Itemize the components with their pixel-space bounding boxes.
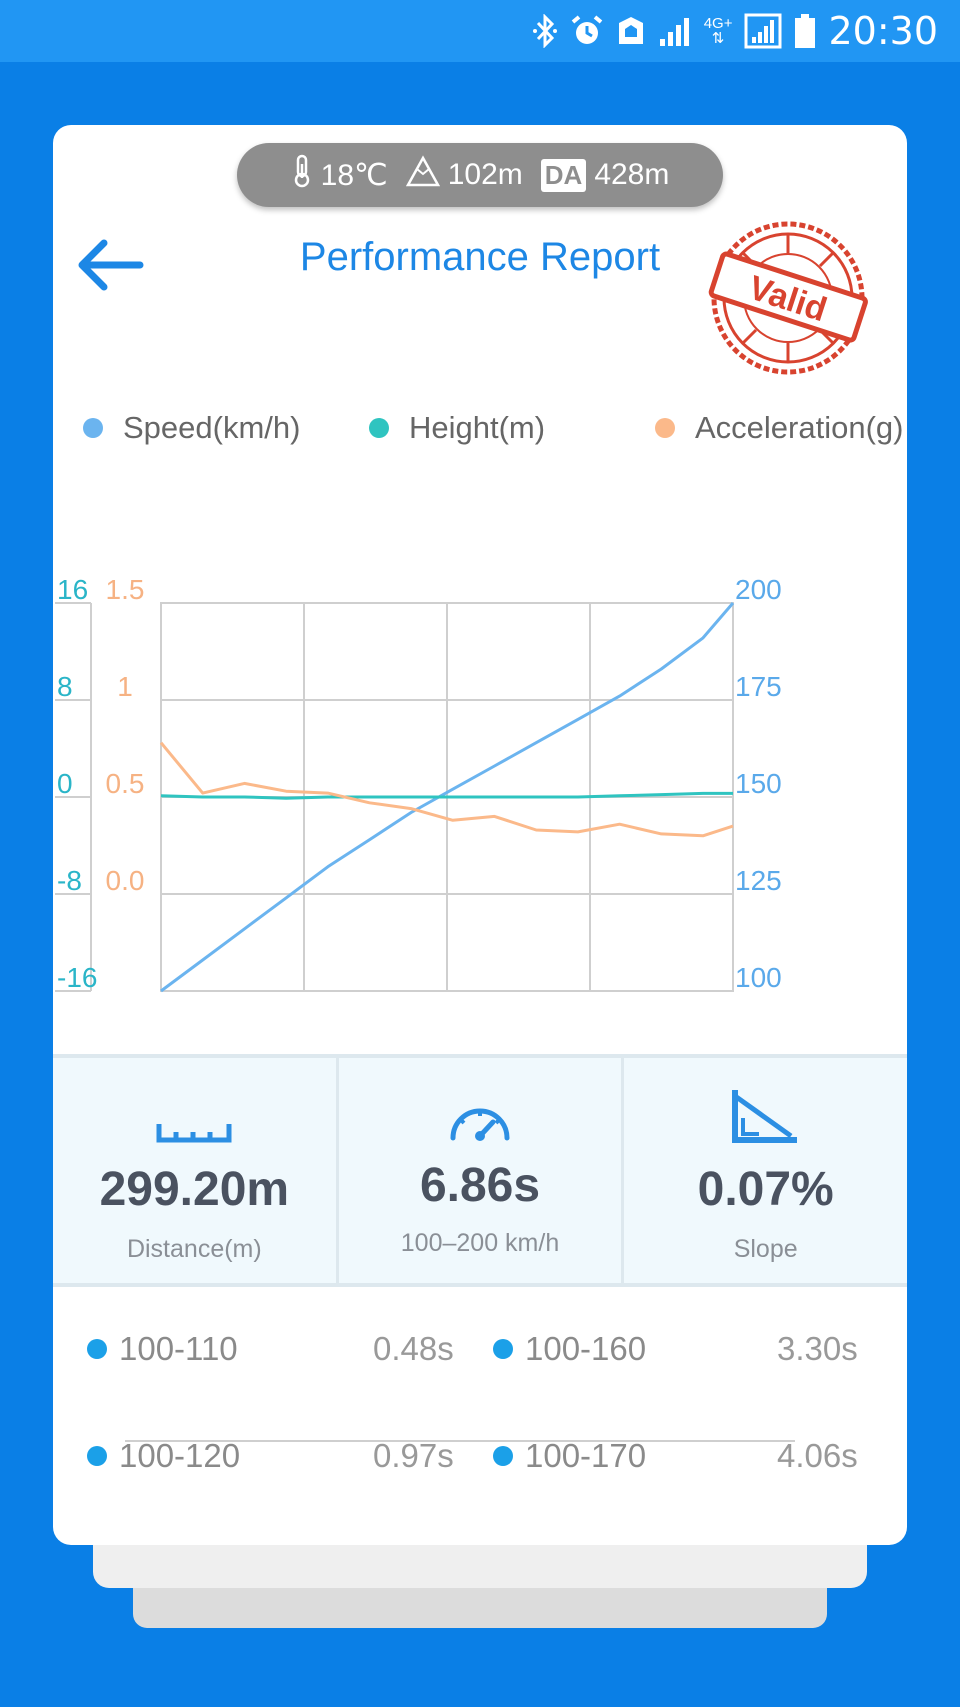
split-item-100-170: 100-170 bbox=[493, 1437, 646, 1475]
speedometer-icon bbox=[450, 1108, 510, 1141]
split-divider bbox=[125, 1440, 795, 1442]
density-altitude-badge: DA bbox=[540, 158, 587, 192]
back-arrow-icon bbox=[78, 239, 144, 291]
split-item-100-110: 100-110 bbox=[87, 1330, 238, 1368]
speed-tick-label: 150 bbox=[735, 768, 782, 799]
thermometer-icon bbox=[291, 154, 313, 196]
series-line-acceleration bbox=[159, 741, 734, 838]
network-type-icon: 4G+ ⇅ bbox=[703, 15, 733, 47]
environment-pill: 18℃ 102m DA 428m bbox=[237, 143, 723, 207]
split-range: 100-170 bbox=[525, 1437, 647, 1474]
legend-height-label: Height(m) bbox=[409, 410, 546, 445]
cell-signal-boxed-icon bbox=[744, 13, 782, 49]
stat-distance: 299.20m Distance(m) bbox=[53, 1058, 336, 1283]
split-item-100-160: 100-160 bbox=[493, 1330, 646, 1368]
acceleration-tick-label: 0.5 bbox=[106, 768, 145, 799]
series-line-height bbox=[160, 791, 733, 800]
split-range: 100-120 bbox=[119, 1437, 241, 1474]
altitude-value: 102m bbox=[447, 158, 523, 191]
split-dot bbox=[87, 1339, 107, 1359]
legend-acceleration: Acceleration(g) bbox=[655, 410, 903, 446]
notification-icon bbox=[616, 15, 646, 47]
split-range: 100-110 bbox=[119, 1330, 238, 1367]
legend-acceleration-label: Acceleration(g) bbox=[695, 410, 904, 445]
height-tick-label: -16 bbox=[57, 962, 97, 993]
speed-tick-label: 125 bbox=[735, 865, 782, 896]
mountain-icon bbox=[405, 155, 440, 195]
legend-speed-label: Speed(km/h) bbox=[123, 410, 301, 445]
cell-signal-icon bbox=[658, 15, 692, 47]
legend-speed-dot bbox=[83, 418, 103, 438]
split-row: 100-120 0.97s 100-170 4.06s bbox=[53, 1427, 907, 1487]
stat-time: 6.86s 100–200 km/h bbox=[335, 1058, 622, 1283]
temperature-item: 18℃ bbox=[291, 154, 388, 196]
back-button[interactable] bbox=[71, 230, 151, 300]
performance-chart: 16 8 0 -8 -16 1.5 1 0.5 0.0 200 175 150 125 100 bbox=[55, 574, 782, 993]
split-time: 3.30s bbox=[777, 1330, 858, 1367]
height-tick-label: 16 bbox=[57, 574, 88, 605]
legend-speed: Speed(km/h) bbox=[83, 410, 369, 446]
split-row: 100-110 0.48s 100-160 3.30s bbox=[53, 1320, 907, 1380]
slope-label: Slope bbox=[733, 1235, 798, 1263]
chart-legend: Speed(km/h) Height(m) Acceleration(g) bbox=[83, 410, 903, 446]
split-range: 100-160 bbox=[525, 1330, 647, 1367]
split-time: 0.97s bbox=[373, 1437, 454, 1474]
ruler-icon bbox=[156, 1124, 232, 1143]
density-altitude-item: DA 428m bbox=[540, 158, 670, 192]
bluetooth-icon bbox=[532, 14, 558, 48]
acceleration-tick-label: 1.5 bbox=[106, 574, 145, 605]
acceleration-tick-label: 0.0 bbox=[106, 865, 145, 896]
height-tick-label: -8 bbox=[57, 865, 82, 896]
split-dot bbox=[493, 1446, 513, 1466]
speed-range-label: 100–200 km/h bbox=[400, 1229, 560, 1257]
page-title: Performance Report bbox=[299, 235, 661, 279]
temperature-value: 18℃ bbox=[320, 158, 388, 192]
battery-icon bbox=[794, 13, 816, 49]
height-tick-label: 8 bbox=[57, 671, 73, 702]
speed-tick-label: 200 bbox=[735, 574, 782, 605]
distance-label: Distance(m) bbox=[126, 1235, 262, 1263]
split-dot bbox=[87, 1446, 107, 1466]
stat-slope: 0.07% Slope bbox=[621, 1058, 907, 1283]
slope-value: 0.07% bbox=[697, 1163, 834, 1216]
legend-height: Height(m) bbox=[369, 410, 655, 446]
speed-tick-label: 175 bbox=[735, 671, 782, 702]
density-altitude-value: 428m bbox=[594, 158, 670, 191]
legend-height-dot bbox=[369, 418, 389, 438]
split-dot bbox=[493, 1339, 513, 1359]
status-time: 20:30 bbox=[828, 9, 938, 53]
stats-panel: 299.20m Distance(m) 6.86s 100–200 km/h 0… bbox=[53, 1054, 907, 1287]
elapsed-time-value: 6.86s bbox=[419, 1159, 541, 1212]
distance-value: 299.20m bbox=[99, 1163, 290, 1216]
split-time: 0.48s bbox=[373, 1330, 454, 1367]
valid-stamp: Valid bbox=[708, 221, 868, 375]
alarm-icon bbox=[570, 14, 604, 48]
slope-icon bbox=[731, 1090, 797, 1143]
split-time: 4.06s bbox=[777, 1437, 858, 1474]
report-card: 18℃ 102m DA 428m Performance Report bbox=[53, 125, 907, 1545]
height-tick-label: 0 bbox=[57, 768, 73, 799]
speed-tick-label: 100 bbox=[735, 962, 782, 993]
acceleration-tick-label: 1 bbox=[117, 671, 133, 702]
split-item-100-120: 100-120 bbox=[87, 1437, 240, 1475]
series-line-speed bbox=[160, 602, 735, 993]
legend-acceleration-dot bbox=[655, 418, 675, 438]
altitude-item: 102m bbox=[405, 155, 523, 195]
status-bar: 4G+ ⇅ 20:30 bbox=[0, 0, 960, 62]
